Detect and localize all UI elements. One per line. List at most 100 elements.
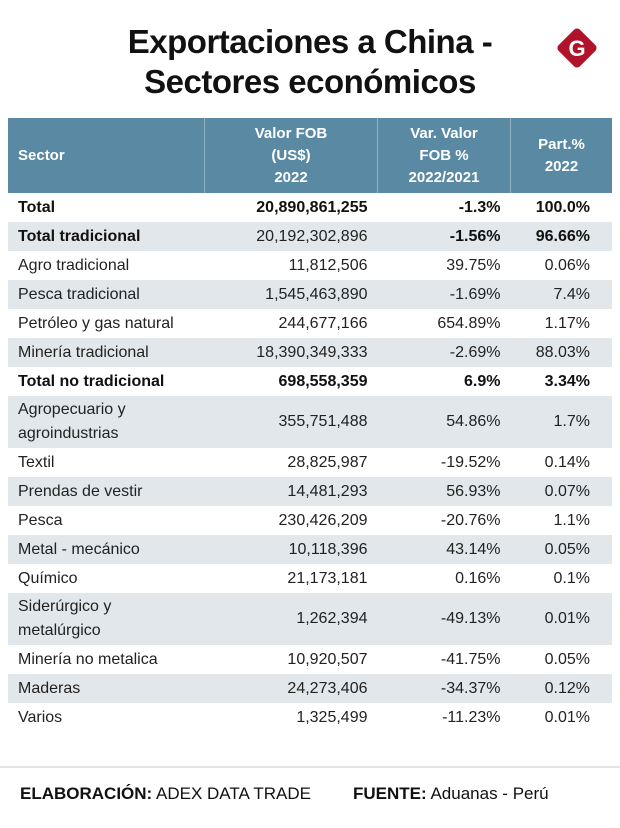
cell-part: 1.1% bbox=[553, 511, 590, 529]
cell-var: -41.75% bbox=[440, 650, 501, 668]
cell-part: 1.17% bbox=[544, 314, 590, 332]
cell-sector: Total no tradicional bbox=[18, 372, 165, 390]
cell-part: 7.4% bbox=[510, 280, 612, 309]
table-row: Prendas de vestir 14,481,293 56.93% 0.07% bbox=[8, 477, 612, 506]
cell-var: 654.89% bbox=[437, 314, 501, 332]
sector-line: agroindustrias bbox=[18, 425, 119, 442]
cell-sector: Petróleo y gas natural bbox=[18, 314, 174, 332]
cell-fob: 20,192,302,896 bbox=[204, 222, 378, 251]
cell-part: 1.7% bbox=[510, 396, 612, 448]
cell-fob: 10,118,396 bbox=[204, 535, 378, 564]
sector-line: Siderúrgico y bbox=[18, 598, 112, 615]
cell-sector: Pesca bbox=[18, 511, 63, 529]
cell-var: -1.69% bbox=[377, 280, 511, 309]
cell-fob: 244,677,166 bbox=[278, 314, 368, 332]
cell-sector: Prendas de vestir bbox=[8, 477, 205, 506]
cell-part: 0.01% bbox=[544, 708, 590, 726]
cell-fob: 18,390,349,333 bbox=[204, 338, 378, 367]
footer: ELABORACIÓN: ADEX DATA TRADE FUENTE: Adu… bbox=[20, 784, 549, 804]
cell-part: 0.12% bbox=[510, 674, 612, 703]
credit-fuente: FUENTE: Aduanas - Perú bbox=[353, 784, 549, 804]
cell-sector: Total bbox=[18, 198, 56, 216]
cell-sector: Agro tradicional bbox=[18, 256, 130, 274]
gestion-logo-icon: G bbox=[557, 28, 597, 68]
cell-part: 0.07% bbox=[510, 477, 612, 506]
logo-diamond bbox=[557, 28, 597, 68]
table-row: Maderas 24,273,406 -34.37% 0.12% bbox=[8, 674, 612, 703]
column-header-line: Var. Valor bbox=[410, 124, 478, 142]
column-header-line: Part.% bbox=[538, 135, 585, 153]
cell-sector: Minería no metalica bbox=[18, 650, 158, 668]
table-row: Varios 1,325,499 -11.23% 0.01% bbox=[8, 703, 612, 732]
table-row: Total no tradicional 698,558,359 6.9% 3.34% bbox=[8, 367, 612, 396]
table-row: Total 20,890,861,255 -1.3% 100.0% bbox=[8, 193, 612, 222]
cell-var: -2.69% bbox=[377, 338, 511, 367]
elaboracion-label: ELABORACIÓN: bbox=[20, 784, 153, 803]
cell-sector: Varios bbox=[18, 708, 63, 726]
cell-part: 96.66% bbox=[510, 222, 612, 251]
cell-part: 100.0% bbox=[535, 198, 590, 216]
cell-part: 0.1% bbox=[553, 569, 590, 587]
cell-var: -20.76% bbox=[440, 511, 501, 529]
cell-var: -1.3% bbox=[458, 198, 501, 216]
cell-fob: 230,426,209 bbox=[278, 511, 368, 529]
cell-var: 0.16% bbox=[455, 569, 501, 587]
cell-part: 88.03% bbox=[510, 338, 612, 367]
cell-var: 54.86% bbox=[377, 396, 511, 448]
cell-sector: Pesca tradicional bbox=[8, 280, 205, 309]
cell-part: 0.01% bbox=[510, 593, 612, 645]
cell-var: 39.75% bbox=[446, 256, 501, 274]
table-body: Total 20,890,861,255 -1.3% 100.0% Total trad… bbox=[8, 193, 612, 732]
column-header-var: Var. Valor FOB % 2022/2021 bbox=[377, 118, 511, 193]
cell-var: -11.23% bbox=[442, 708, 501, 726]
column-header-sector: Sector bbox=[8, 118, 205, 193]
title-line-1: Exportaciones a China - bbox=[127, 23, 493, 60]
column-header-line: 2022 bbox=[544, 157, 579, 175]
cell-part: 0.06% bbox=[544, 256, 590, 274]
cell-fob: 355,751,488 bbox=[204, 396, 378, 448]
logo-letter: G bbox=[568, 36, 585, 61]
cell-var: -1.56% bbox=[377, 222, 511, 251]
elaboracion-value: ADEX DATA TRADE bbox=[156, 784, 311, 803]
cell-fob: 20,890,861,255 bbox=[256, 198, 368, 216]
table-row: Agropecuario y agroindustrias 355,751,488 5… bbox=[8, 396, 612, 448]
cell-var: 43.14% bbox=[377, 535, 511, 564]
cell-sector: Metal - mecánico bbox=[8, 535, 205, 564]
footer-divider bbox=[0, 766, 620, 768]
cell-fob: 21,173,181 bbox=[287, 569, 368, 587]
title-line-2: Sectores económicos bbox=[144, 63, 476, 100]
credit-elaboracion: ELABORACIÓN: ADEX DATA TRADE bbox=[20, 784, 311, 803]
cell-part: 0.05% bbox=[544, 650, 590, 668]
column-header-part: Part.% 2022 bbox=[510, 118, 612, 193]
table-row: Petróleo y gas natural 244,677,166 654.89%… bbox=[8, 309, 612, 338]
cell-part: 0.14% bbox=[544, 453, 590, 471]
column-header-line: 2022 bbox=[274, 168, 308, 186]
column-header-line: Valor FOB bbox=[254, 124, 328, 142]
table-row: Pesca tradicional 1,545,463,890 -1.69% 7.4% bbox=[8, 280, 612, 309]
cell-fob: 10,920,507 bbox=[287, 650, 368, 668]
fuente-label: FUENTE: bbox=[353, 784, 427, 803]
cell-fob: 1,325,499 bbox=[296, 708, 368, 726]
fuente-value: Aduanas - Perú bbox=[430, 784, 549, 803]
table-row: Siderúrgico y metalúrgico 1,262,394 -49.13%… bbox=[8, 593, 612, 645]
cell-var: -34.37% bbox=[377, 674, 511, 703]
cell-fob: 11,812,506 bbox=[288, 256, 368, 274]
table-row: Metal - mecánico 10,118,396 43.14% 0.05% bbox=[8, 535, 612, 564]
cell-fob: 14,481,293 bbox=[204, 477, 378, 506]
column-header-line: 2022/2021 bbox=[408, 168, 480, 186]
cell-fob: 698,558,359 bbox=[278, 372, 368, 390]
column-header-fob: Valor FOB (US$) 2022 bbox=[204, 118, 378, 193]
table-row: Total tradicional 20,192,302,896 -1.56% 96.… bbox=[8, 222, 612, 251]
cell-var: -49.13% bbox=[377, 593, 511, 645]
page-title: Exportaciones a China - Sectores económi… bbox=[0, 22, 620, 102]
cell-fob: 1,545,463,890 bbox=[204, 280, 378, 309]
table-row: Pesca 230,426,209 -20.76% 1.1% bbox=[8, 506, 612, 535]
table-header-row: Sector Valor FOB (US$) 2022 Var. Valor FOB % 2… bbox=[8, 118, 612, 193]
cell-sector: Siderúrgico y metalúrgico bbox=[8, 593, 205, 645]
cell-part: 0.05% bbox=[510, 535, 612, 564]
cell-var: 6.9% bbox=[464, 372, 501, 390]
cell-fob: 1,262,394 bbox=[204, 593, 378, 645]
column-header-line: FOB % bbox=[419, 146, 469, 164]
table-row: Minería no metalica 10,920,507 -41.75% 0.05… bbox=[8, 645, 612, 674]
cell-sector: Químico bbox=[18, 569, 78, 587]
